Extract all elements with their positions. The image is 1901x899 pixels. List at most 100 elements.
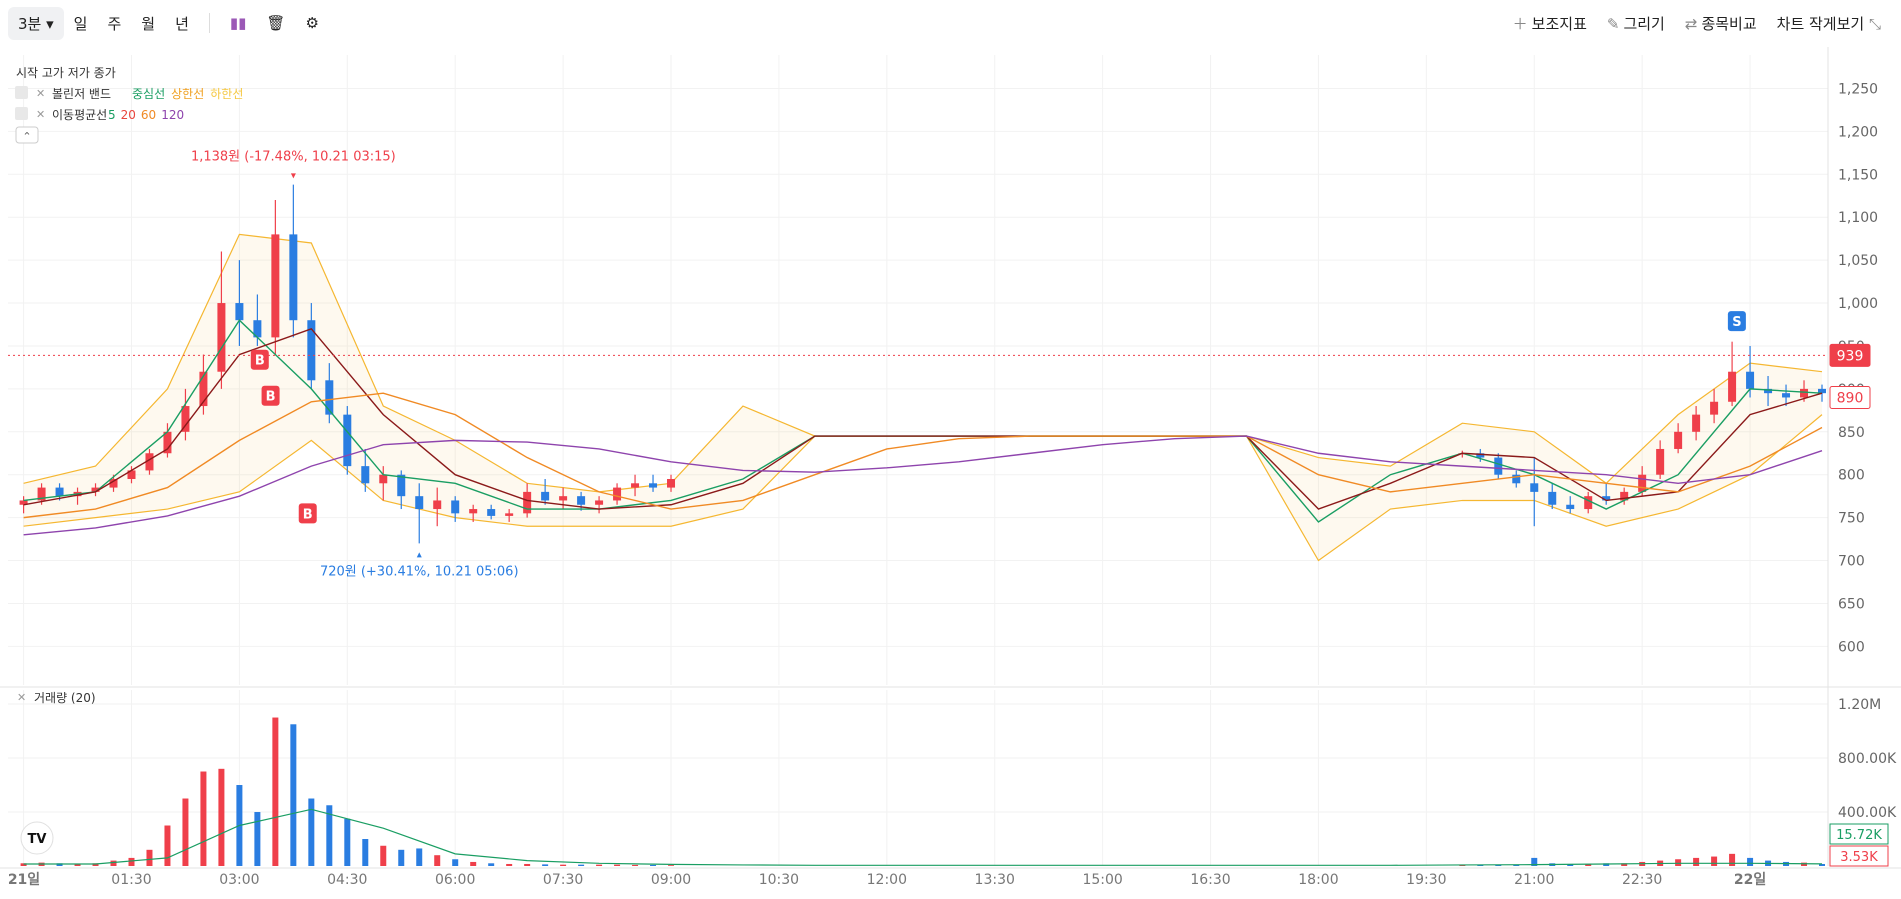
candle-body [1800,388,1809,398]
volume-bar [1747,857,1754,866]
trade-marker-label: B [255,354,265,369]
candle-body [55,487,64,497]
candle-body [577,496,586,505]
volume-bar [128,857,135,866]
candle-style-button[interactable]: ▮▮ [229,14,247,32]
action-label: 보조지표 [1531,14,1587,33]
volume-bar [1819,863,1826,866]
legend-icon [15,107,28,120]
volume-tag [1829,845,1889,867]
action-button[interactable]: ⇄ 종목비교 [1684,14,1757,33]
y-tick-label: 1,200 [1838,124,1878,140]
volume-bar [362,839,369,866]
y-tick-label: 850 [1838,425,1865,441]
low-marker: ▴ [417,549,422,560]
candle-body [145,453,154,471]
volume-bar [344,818,351,866]
volume-bar [1693,857,1700,866]
candle-body [1494,457,1503,475]
y-tick-label: 1,050 [1838,253,1878,269]
volume-bar [1567,863,1574,866]
volume-bar [1531,857,1538,866]
y-tick-label: 1,250 [1838,81,1878,97]
x-tick-label: 03:00 [219,872,259,888]
candle-body [1764,388,1773,394]
volume-bar [308,798,315,866]
candle-body [1548,491,1557,505]
volume-bar [110,860,117,866]
x-tick-label: 21:00 [1514,872,1554,888]
price-tag-label: 939 [1837,348,1864,364]
candle-body [253,320,262,338]
volume-bar [416,848,423,866]
band-fill [23,234,1823,561]
volume-bar [1621,863,1628,866]
collapse-button[interactable] [15,126,39,144]
candle-body [559,496,568,501]
period-button[interactable]: 일 [73,14,88,33]
trade-marker [261,385,280,406]
candle-body [181,406,190,432]
action-button[interactable]: ＋ 보조지표 [1512,14,1587,33]
candle-body [469,509,478,514]
x-tick-label: 04:30 [327,872,367,888]
y-tick-label: 800 [1838,468,1865,484]
volume-bar [488,863,495,866]
moving-average [23,327,1823,510]
candle-body [667,479,676,488]
candle-body [1656,448,1665,475]
period-button[interactable]: 년 [175,14,189,33]
legend-item: 60 [141,108,156,122]
candle-body [91,487,100,492]
period-button[interactable]: 월 [141,14,156,33]
volume-bar [326,805,333,866]
x-tick-label: 22일 [1734,872,1766,888]
close-icon[interactable]: ✕ [17,691,26,704]
action-button[interactable]: 차트 작게보기 ⤡ [1776,14,1881,33]
delete-button[interactable]: 🗑 [266,14,286,32]
y-tick-label: 600 [1838,639,1865,655]
legend-item: 하한선 [210,87,243,101]
action-button[interactable]: ✎ 그리기 [1606,14,1665,33]
candle-body [1692,414,1701,432]
trade-marker-label: B [266,390,276,405]
candle-body [433,500,442,510]
volume-bar [74,863,81,866]
legend-icon [15,86,28,99]
candle-body [343,414,352,467]
candle-body [163,431,172,454]
candle-body [1584,496,1593,510]
trade-marker-label: B [303,507,313,522]
candle-body [217,303,226,372]
y-tick-label: 400.00K [1838,805,1897,821]
candle-body [1512,474,1521,484]
candle-body [649,483,658,488]
y-tick-label: 1,000 [1838,296,1878,312]
volume-bar [1477,864,1484,866]
interval-button[interactable]: 3분 ▾ [8,6,64,40]
x-tick-label: 19:30 [1406,872,1446,888]
volume-bar [560,864,567,866]
close-icon[interactable]: ✕ [36,108,45,121]
period-button[interactable]: 주 [107,14,122,33]
volume-title: 거래량 (20) [34,691,96,705]
candle-body [19,500,28,505]
y-tick-label: 650 [1838,596,1865,612]
candle-body [325,380,334,415]
close-icon[interactable]: ✕ [36,87,45,100]
logo [20,821,54,855]
volume-bar [56,863,63,866]
volume-bar [380,845,387,866]
legend-item: 5 [108,108,116,122]
candle-body [451,500,460,514]
x-tick-label: 12:00 [867,872,907,888]
candle-body [307,320,316,381]
volume-bar [1675,859,1682,866]
indicator-name: 볼린저 밴드 [52,87,111,101]
price-plot [19,184,1827,562]
candle-body [235,303,244,321]
x-tick-label: 15:00 [1082,872,1122,888]
settings-button[interactable]: ⚙ [305,14,319,32]
candle-body [1728,371,1737,402]
